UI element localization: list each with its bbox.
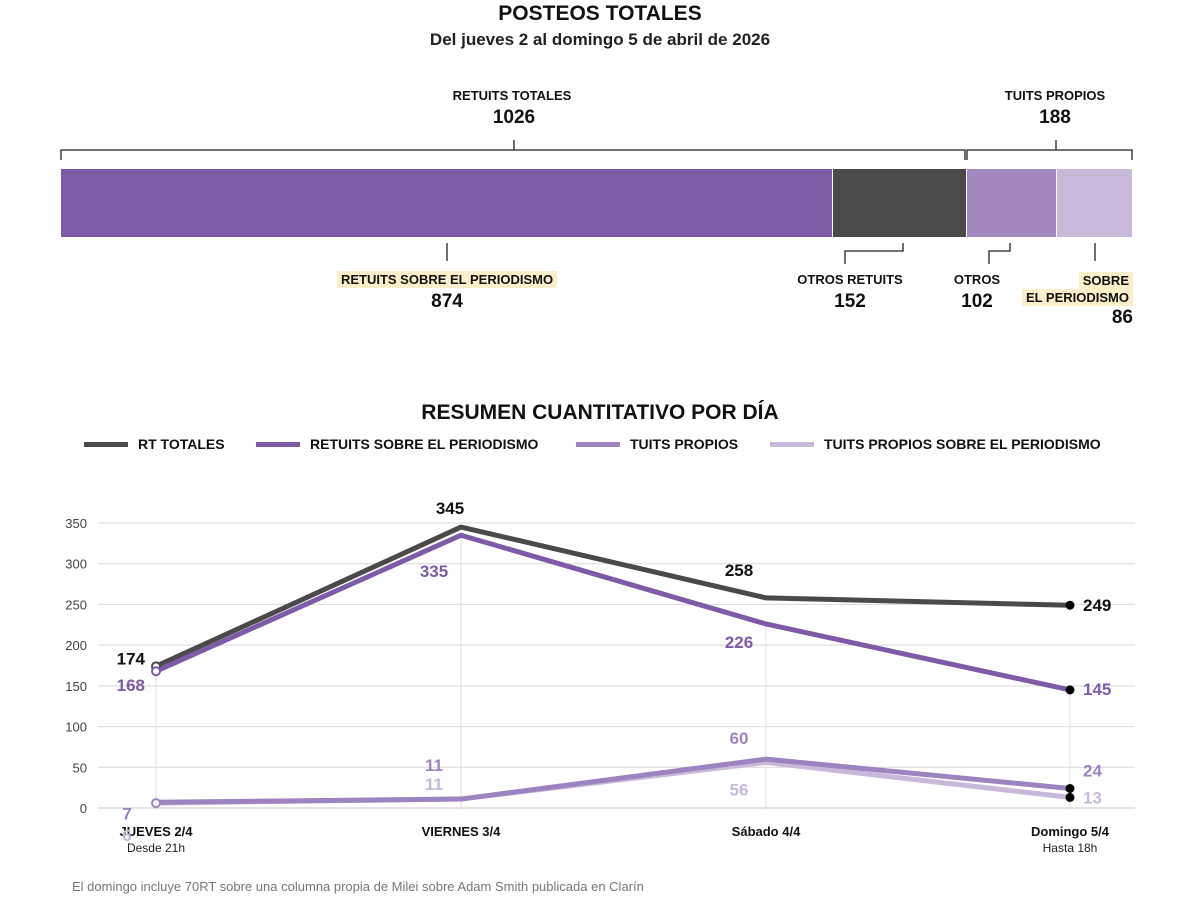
group-label-retuits-totales: RETUITS TOTALES (452, 88, 572, 103)
x-tick-sublabel: Hasta 18h (1043, 841, 1098, 855)
y-tick-label: 300 (65, 557, 87, 572)
y-tick-label: 200 (65, 638, 87, 653)
start-marker (151, 798, 161, 809)
end-marker (1065, 783, 1075, 793)
data-label-s2-p3: 24 (1083, 761, 1102, 780)
data-label-s3-p3: 13 (1083, 788, 1102, 807)
legend-swatch-rt-totales (84, 441, 128, 447)
segment-label-wrap: RETUITS SOBRE EL PERIODISMO (0, 271, 894, 288)
data-label-s0-p3: 249 (1083, 596, 1111, 615)
x-tick-label: JUEVES 2/4 (120, 824, 194, 839)
segment-label-otros: OTROS (953, 272, 1001, 287)
start-marker (151, 666, 161, 677)
legend-item-tuits-propios: TUITS PROPIOS (576, 436, 738, 452)
series-line-3 (153, 759, 1073, 806)
segment-label-sobre-periodismo: SOBRE EL PERIODISMO (1021, 272, 1133, 306)
y-tick-label: 250 (65, 597, 87, 612)
y-tick-label: 100 (65, 720, 87, 735)
x-tick-label: Sábado 4/4 (732, 824, 801, 839)
segment-label-otros-retuits: OTROS RETUITS (797, 272, 903, 287)
segment-value-retuits-periodismo: 874 (431, 291, 463, 312)
section-title-resumen: RESUMEN CUANTITATIVO POR DÍA (421, 401, 779, 424)
legend-swatch-retuits-periodismo (256, 441, 300, 447)
y-tick-label: 350 (65, 516, 87, 531)
leader-otros-retuits (844, 243, 904, 264)
line-chart: 0 50 100 150 200 250 300 350 JUEVES 2/4 Desde 21h… (65, 499, 1135, 855)
end-marker (1065, 600, 1075, 610)
x-tick-label: Domingo 5/4 (1031, 824, 1110, 839)
segment-value-sobre-periodismo: 86 (1111, 307, 1133, 328)
data-label-s2-p2: 60 (730, 729, 749, 748)
segment-value-otros: 102 (961, 291, 993, 312)
series-line-0 (153, 524, 1073, 669)
legend-item-tuits-propios-periodismo: TUITS PROPIOS SOBRE EL PERIODISMO (770, 436, 1101, 452)
bar-segment-otros-retuits (833, 169, 967, 237)
bar-segment-retuits-periodismo (61, 169, 833, 237)
legend-item-retuits-periodismo: RETUITS SOBRE EL PERIODISMO (256, 436, 538, 452)
group-label-tuits-propios: TUITS PROPIOS (1004, 88, 1106, 103)
legend-label-tuits-propios: TUITS PROPIOS (630, 436, 739, 452)
series-line-2 (153, 756, 1073, 805)
bar-segment-otros (967, 169, 1057, 237)
chart-subtitle: Del jueves 2 al domingo 5 de abril de 20… (429, 30, 771, 49)
data-label-s3-p0: 6 (122, 826, 131, 845)
legend-label-tuits-propios-periodismo: TUITS PROPIOS SOBRE EL PERIODISMO (824, 436, 1101, 452)
y-tick-label: 150 (65, 679, 87, 694)
data-label-s2-p0: 7 (122, 804, 131, 823)
data-label-s0-p2: 258 (725, 561, 753, 580)
end-marker (1065, 685, 1075, 695)
data-label-s0-p0: 174 (117, 649, 146, 668)
legend-item-rt-totales: RT TOTALES (84, 436, 225, 452)
y-tick-label: 50 (73, 760, 87, 775)
leader-otros (988, 243, 1011, 264)
footnote: El domingo incluye 70RT sobre una column… (72, 879, 644, 894)
legend-label-retuits-periodismo: RETUITS SOBRE EL PERIODISMO (310, 436, 539, 452)
segment-value-otros-retuits: 152 (834, 291, 866, 312)
data-label-s1-p1: 335 (420, 562, 448, 581)
legend-swatch-tuits-propios (576, 441, 620, 447)
data-label-s1-p0: 168 (117, 676, 145, 695)
segment-label-sobre-line1: SOBRE (1078, 272, 1133, 289)
legend-label-rt-totales: RT TOTALES (138, 436, 225, 452)
y-tick-label: 0 (80, 801, 87, 816)
group-value-tuits-propios: 188 (1039, 107, 1071, 128)
data-label-s1-p2: 226 (725, 633, 753, 652)
bracket-tuits-propios (966, 140, 1133, 160)
legend-swatch-tuits-propios-periodismo (770, 441, 814, 447)
data-label-s1-p3: 145 (1083, 680, 1111, 699)
x-tick-sublabel: Desde 21h (127, 841, 185, 855)
data-label-s0-p1: 345 (436, 499, 464, 518)
segment-label-sobre-line2: EL PERIODISMO (1021, 289, 1133, 306)
chart-title: POSTEOS TOTALES (498, 2, 702, 25)
series-line-1 (153, 532, 1073, 693)
data-label-s3-p1: 11 (425, 775, 443, 794)
x-tick-label: VIERNES 3/4 (422, 824, 502, 839)
data-label-s3-p2: 56 (730, 780, 749, 799)
bracket-retuits-totales (60, 140, 966, 160)
group-value-retuits-totales: 1026 (492, 107, 536, 128)
stacked-bar-brackets (60, 140, 1133, 264)
end-marker (1065, 792, 1075, 802)
data-label-s2-p1: 11 (425, 756, 443, 775)
segment-label-retuits-periodismo: RETUITS SOBRE EL PERIODISMO (336, 271, 558, 288)
bar-segment-sobre-periodismo (1057, 169, 1132, 237)
